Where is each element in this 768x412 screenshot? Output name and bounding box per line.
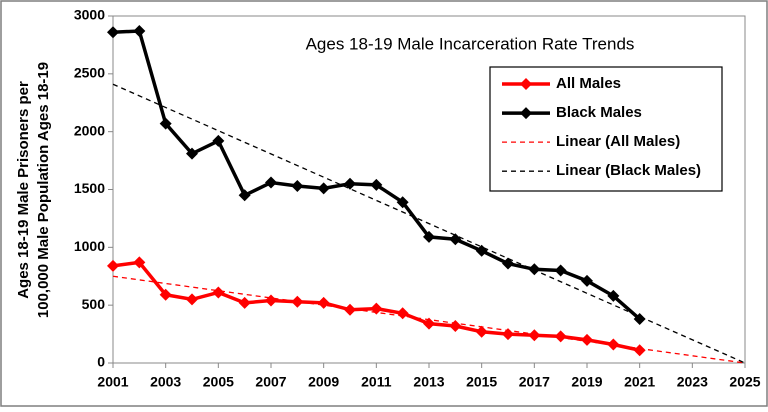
data-point (344, 177, 356, 190)
x-tick-label: 2007 (255, 374, 286, 390)
data-point (186, 293, 198, 306)
x-tick-label: 2005 (203, 374, 234, 390)
data-point (581, 333, 593, 346)
x-tick-label: 2009 (308, 374, 339, 390)
x-tick-label: 2015 (466, 374, 497, 390)
data-point (133, 25, 146, 38)
x-tick-label: 2001 (97, 374, 128, 390)
x-tick-label: 2003 (150, 374, 181, 390)
data-point (344, 303, 356, 316)
x-tick-label: 2023 (677, 374, 708, 390)
data-point (396, 307, 409, 320)
y-tick-label: 1500 (74, 180, 105, 196)
data-point (581, 274, 593, 287)
data-point (633, 344, 646, 357)
y-axis-label: 100,000 Male Population Ages 18-19 (35, 62, 52, 318)
y-tick-label: 2000 (74, 122, 105, 138)
x-tick-label: 2013 (413, 374, 444, 390)
data-point (212, 286, 225, 299)
data-point (238, 296, 251, 309)
legend-label: Black Males (556, 104, 642, 121)
data-point (317, 182, 330, 195)
data-point (475, 325, 488, 338)
data-point (159, 117, 172, 130)
legend-marker (520, 78, 532, 90)
legend-label: All Males (556, 75, 621, 92)
legend-marker (520, 107, 532, 120)
data-point (291, 295, 304, 308)
y-tick-label: 0 (97, 354, 105, 370)
series-line (112, 275, 746, 364)
data-point (423, 230, 435, 243)
x-tick-label: 2017 (519, 374, 550, 390)
data-point (528, 329, 541, 342)
legend-box (489, 66, 723, 192)
y-axis-label: Ages 18-19 Male Prisoners per (15, 81, 32, 299)
y-tick-label: 500 (82, 296, 106, 312)
data-point (370, 178, 383, 191)
data-point (554, 264, 567, 277)
data-point (554, 330, 567, 343)
data-point (528, 263, 541, 276)
data-point (291, 180, 304, 193)
data-point (317, 296, 330, 309)
data-point (265, 176, 277, 189)
x-tick-label: 2021 (624, 374, 655, 390)
data-point (423, 317, 435, 330)
data-point (107, 26, 119, 39)
data-point (396, 196, 409, 209)
data-point (186, 147, 198, 160)
chart-title: Ages 18-19 Male Incarceration Rate Trend… (306, 34, 635, 53)
x-tick-label: 2011 (361, 374, 392, 390)
series-line (112, 83, 746, 364)
data-point (607, 289, 620, 302)
y-tick-label: 2500 (74, 65, 105, 81)
data-point (133, 256, 146, 269)
data-point (502, 328, 514, 341)
data-point (212, 134, 225, 147)
data-point (238, 189, 251, 202)
data-point (107, 259, 119, 272)
data-point (633, 313, 646, 326)
data-point (502, 257, 514, 270)
data-point (159, 288, 172, 301)
data-point (449, 233, 462, 246)
legend-label: Linear (Black Males) (556, 162, 701, 179)
legend-label: Linear (All Males) (556, 133, 680, 150)
y-tick-label: 3000 (74, 7, 105, 23)
y-tick-label: 1000 (74, 238, 105, 254)
x-tick-label: 2019 (571, 374, 602, 390)
x-tick-label: 2025 (729, 374, 760, 390)
